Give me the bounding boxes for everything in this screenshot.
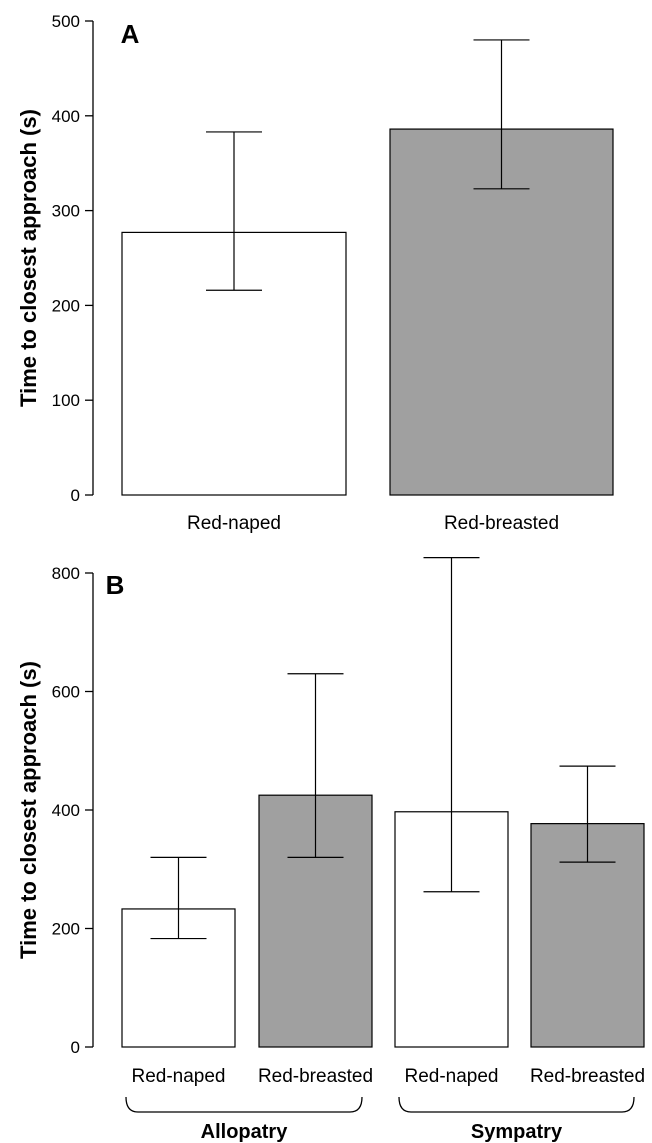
category-label: Red-breasted	[530, 1066, 645, 1087]
y-tick-label: 0	[71, 486, 80, 505]
panel-label: B	[106, 570, 125, 600]
y-axis-title: Time to closest approach (s)	[16, 661, 41, 959]
group-bracket	[398, 1096, 635, 1113]
y-tick-label: 100	[52, 391, 80, 410]
y-tick-label: 300	[52, 202, 80, 221]
category-label: Red-naped	[404, 1066, 498, 1087]
bar	[389, 128, 614, 496]
y-axis-title: Time to closest approach (s)	[16, 109, 41, 407]
category-label: Red-breasted	[444, 513, 559, 534]
category-label: Red-naped	[187, 513, 281, 534]
y-tick-label: 400	[52, 801, 80, 820]
y-tick-label: 0	[71, 1038, 80, 1057]
y-tick-label: 200	[52, 296, 80, 315]
category-label: Red-breasted	[258, 1066, 373, 1087]
group-bracket	[125, 1096, 363, 1113]
group-label: Allopatry	[201, 1121, 289, 1143]
y-tick-label: 400	[52, 107, 80, 126]
panel-label: A	[121, 19, 140, 49]
category-label: Red-naped	[131, 1066, 225, 1087]
y-tick-label: 600	[52, 683, 80, 702]
group-label: Sympatry	[471, 1121, 563, 1143]
y-tick-label: 200	[52, 920, 80, 939]
y-tick-label: 500	[52, 12, 80, 31]
y-tick-label: 800	[52, 564, 80, 583]
